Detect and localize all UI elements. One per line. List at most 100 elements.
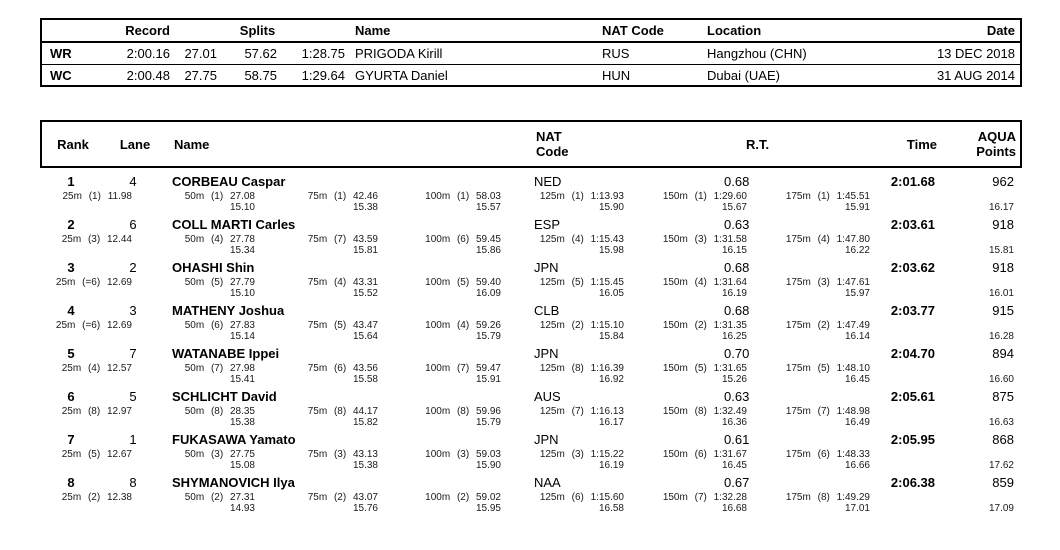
split-cell: 25m (8) 12.97: [40, 406, 132, 428]
split-time: 1:16.39: [590, 363, 624, 374]
split-cell: 175m (2) 1:47.49 16.14: [747, 320, 870, 342]
split-time: 1:15.22: [590, 449, 624, 460]
split-time: 1:13.93: [590, 191, 624, 202]
split-position: (2): [817, 320, 830, 331]
record-tag: WR: [50, 46, 72, 61]
split-time: 59.96: [475, 406, 501, 417]
split-distance: 100m: [425, 234, 451, 245]
split-time: 58.03: [475, 191, 501, 202]
swimmer-name: COLL MARTI Carles: [172, 217, 296, 232]
swimmer-name: CORBEAU Caspar: [172, 174, 286, 189]
record-time: 2:00.16: [126, 46, 170, 61]
split-time: 1:48.10: [836, 363, 870, 374]
result-row: 7 1 FUKASAWA Yamato JPN 0.61 2:05.95 868…: [40, 429, 1018, 472]
record-date: 13 DEC 2018: [936, 46, 1015, 61]
split-cumulative-line: 25m (=6) 12.69: [40, 277, 132, 288]
split-cell: 125m (8) 1:16.39 16.92: [501, 363, 624, 385]
split-lap-time: 16.25: [721, 331, 747, 342]
split-time: 43.31: [352, 277, 378, 288]
split-lap-time: 15.58: [352, 374, 378, 385]
split-cumulative-line: 175m (1) 1:45.51: [747, 191, 870, 202]
split-position: (7): [333, 234, 347, 245]
split-cumulative-line: 25m (=6) 12.69: [40, 320, 132, 331]
last-lap-time: 16.17: [988, 202, 1014, 213]
split-lap-time: 15.57: [475, 202, 501, 213]
split-cell: 150m (2) 1:31.35 16.25: [624, 320, 747, 342]
split-position: (8): [694, 406, 707, 417]
split-lap-time: 15.26: [721, 374, 747, 385]
split-cell: 100m (8) 59.96 15.79: [378, 406, 501, 428]
split-cumulative-line: 100m (1) 58.03: [378, 191, 501, 202]
split-cumulative-line: 150m (7) 1:32.28: [624, 492, 747, 503]
split-position: (5): [210, 277, 224, 288]
results-header-time: Time: [906, 136, 937, 152]
nat-code: JPN: [534, 346, 559, 361]
final-time: 2:04.70: [890, 346, 935, 361]
split-cumulative-line: 75m (4) 43.31: [255, 277, 378, 288]
split-cumulative-line: 50m (1) 27.08: [132, 191, 255, 202]
split-position: (=6): [82, 320, 101, 331]
split-lap-time: 15.98: [598, 245, 624, 256]
split-position: (5): [87, 449, 101, 460]
split-distance: 75m: [307, 277, 328, 288]
split-distance: 50m: [184, 449, 205, 460]
split-time: 43.13: [352, 449, 378, 460]
reaction-time: 0.68: [724, 174, 750, 189]
split-lap-time: 15.91: [844, 202, 870, 213]
result-main-line: 4 3 MATHENY Joshua CLB 0.68 2:03.77 915: [40, 302, 1018, 319]
split-position: (2): [87, 492, 101, 503]
split-cell: 50m (4) 27.78 15.34: [132, 234, 255, 256]
lane: 8: [129, 475, 137, 490]
final-time: 2:01.68: [890, 174, 935, 189]
split-position: (7): [571, 406, 584, 417]
record-split-100m: 58.75: [244, 67, 277, 83]
split-distance: 150m: [662, 449, 688, 460]
split-position: (3): [333, 449, 347, 460]
split-distance: 175m: [785, 406, 811, 417]
split-cell: 150m (8) 1:32.49 16.36: [624, 406, 747, 428]
split-lap-time: 15.14: [229, 331, 255, 342]
split-time: 1:31.64: [713, 277, 747, 288]
swimmer-name: SHYMANOVICH Ilya: [172, 475, 295, 490]
split-distance: 100m: [425, 277, 451, 288]
splits-line: 25m (1) 11.98 50m (1) 27.08 15.10 75m (1…: [40, 191, 1018, 213]
split-time: 43.07: [352, 492, 378, 503]
split-cumulative-line: 150m (1) 1:29.60: [624, 191, 747, 202]
split-position: (5): [694, 363, 707, 374]
splits-line: 25m (8) 12.97 50m (8) 28.35 15.38 75m (8…: [40, 406, 1018, 428]
split-cumulative-line: 100m (2) 59.02: [378, 492, 501, 503]
records-table-header: Record Splits Name NAT Code Location Dat…: [42, 20, 1020, 43]
reaction-time: 0.61: [724, 432, 750, 447]
split-cumulative-line: 150m (3) 1:31.58: [624, 234, 747, 245]
split-time: 43.47: [352, 320, 378, 331]
split-cell: 50m (2) 27.31 14.93: [132, 492, 255, 514]
split-cumulative-line: 150m (5) 1:31.65: [624, 363, 747, 374]
split-cumulative-line: 175m (8) 1:49.29: [747, 492, 870, 503]
split-lap-time: 15.90: [598, 202, 624, 213]
split-position: (2): [333, 492, 347, 503]
split-lap-time: 16.58: [598, 503, 624, 514]
split-cell: 25m (=6) 12.69: [40, 277, 132, 299]
split-position: (3): [571, 449, 584, 460]
nat-code: NAA: [534, 475, 561, 490]
split-distance: 175m: [785, 449, 811, 460]
last-lap-time: 17.62: [988, 460, 1014, 471]
split-time: 27.08: [229, 191, 255, 202]
split-lap-time: 15.10: [229, 288, 255, 299]
swimmer-name: WATANABE Ippei: [172, 346, 280, 361]
result-main-line: 7 1 FUKASAWA Yamato JPN 0.61 2:05.95 868: [40, 431, 1018, 448]
split-lap-time: 16.66: [844, 460, 870, 471]
rank: 8: [67, 475, 75, 490]
results-header-name: Name: [174, 136, 210, 152]
records-header-date: Date: [986, 23, 1015, 38]
result-main-line: 8 8 SHYMANOVICH Ilya NAA 0.67 2:06.38 85…: [40, 474, 1018, 491]
split-time: 12.44: [106, 234, 132, 245]
record-date: 31 AUG 2014: [936, 67, 1015, 83]
split-position: (1): [694, 191, 707, 202]
split-cumulative-line: 50m (4) 27.78: [132, 234, 255, 245]
split-lap-time: 15.67: [721, 202, 747, 213]
split-time: 11.98: [107, 191, 132, 202]
split-time: 59.02: [475, 492, 501, 503]
split-cell: 50m (6) 27.83 15.14: [132, 320, 255, 342]
split-position: (6): [571, 492, 584, 503]
